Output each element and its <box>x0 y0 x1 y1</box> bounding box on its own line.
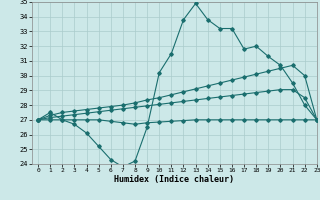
X-axis label: Humidex (Indice chaleur): Humidex (Indice chaleur) <box>115 175 234 184</box>
